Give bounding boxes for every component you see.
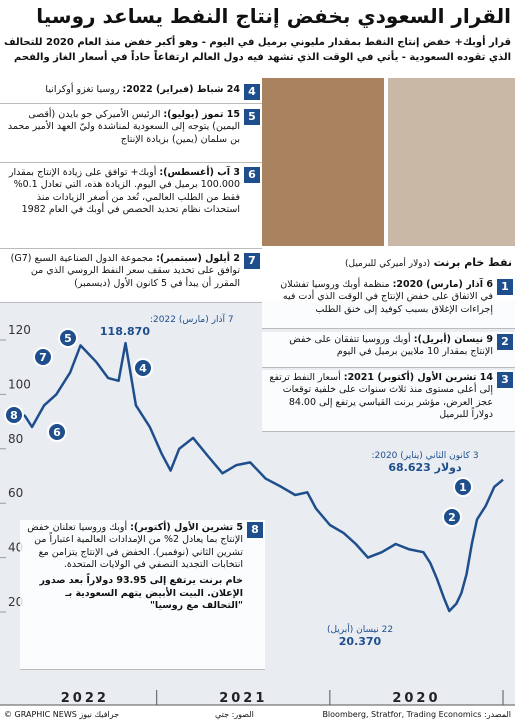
- chart-title: نفط خام برنت: [433, 256, 512, 269]
- event-text: مجموعة الدول الصناعية السبع (G7) توافق ع…: [10, 253, 240, 289]
- event-date: 9 نيسان (أبريل):: [413, 334, 493, 345]
- annotation-value: 68.623 دولار: [388, 461, 462, 474]
- credit: © GRAPHIC NEWS جرافيك نيوز: [4, 710, 120, 719]
- photo-credit: الصور: جتي: [215, 710, 254, 719]
- event: 6 3 آب (أغسطس): أوبك+ توافق على زيادة الإ…: [0, 165, 262, 249]
- event-marker-number: 7: [39, 351, 47, 364]
- event: 1 6 آذار (مارس) 2020: منظمة أوبك وروسيا ت…: [262, 277, 515, 329]
- event-text: منظمة أوبك وروسيا تفشلان في الاتفاق على …: [280, 279, 493, 315]
- event-date: 3 آب (أغسطس):: [159, 167, 240, 178]
- event-date: 2 أيلول (سبتمبر):: [156, 253, 240, 264]
- event-date: 5 تشرين الأول (أكتوبر):: [130, 522, 243, 533]
- x-tick-label: 2020: [392, 691, 440, 706]
- event-number: 5: [244, 109, 260, 125]
- x-tick-label: 2021: [219, 691, 267, 706]
- event-marker-number: 6: [53, 426, 61, 439]
- event-marker-number: 1: [459, 481, 467, 494]
- event-number: 2: [497, 334, 513, 350]
- annotation-value: 20.370: [339, 635, 382, 648]
- event: 7 2 أيلول (سبتمبر): مجموعة الدول الصناعية…: [0, 251, 262, 303]
- event-date: 15 تموز (يوليو):: [163, 109, 240, 120]
- y-tick-label: 40: [8, 541, 23, 555]
- event-text: الرئيس الأميركي جو بايدن (أقصى اليمين) ي…: [7, 109, 240, 145]
- event-marker: [47, 422, 67, 442]
- event-date: 6 آذار (مارس) 2020:: [392, 279, 493, 290]
- line: [17, 341, 504, 613]
- event-marker: [33, 347, 53, 367]
- event-text: روسيا تغزو أوكرانيا: [45, 84, 120, 95]
- photo: [388, 78, 515, 246]
- event-marker-number: 4: [139, 362, 147, 375]
- y-tick-label: 80: [8, 432, 23, 446]
- event-number: 8: [247, 522, 263, 538]
- event: 8 5 تشرين الأول (أكتوبر): أوبك وروسيا تعل…: [20, 520, 265, 670]
- y-tick-label: 120: [8, 323, 31, 337]
- x-tick-label: 2022: [61, 691, 109, 706]
- event: 2 9 نيسان (أبريل): أوبك وروسيا تتفقان على…: [262, 332, 515, 368]
- event-text: أوبك وروسيا تعلنان خفض الإنتاج بما يعادل…: [27, 522, 243, 571]
- event-marker: [58, 328, 78, 348]
- event-text: أوبك+ توافق على زيادة الإنتاج بمقدار 100…: [8, 167, 240, 216]
- annotation-value: 118.870: [100, 325, 150, 338]
- event-marker: [453, 477, 473, 497]
- chart-subtitle: (دولار أميركي للبرميل): [345, 259, 431, 269]
- event-marker-number: 8: [10, 409, 18, 422]
- title: القرار السعودي بخفض إنتاج النفط يساعد رو…: [36, 4, 511, 28]
- event-number: 1: [497, 279, 513, 295]
- event: 3 14 تشرين الأول (أكتوبر) 2021: أسعار الن…: [262, 370, 515, 432]
- event-note: خام برنت يرتفع إلى 93.95 دولاراً بعد صدو…: [39, 575, 243, 612]
- annotation: 22 نيسان (أبريل): [327, 623, 393, 635]
- y-tick-label: 60: [8, 486, 23, 500]
- event: 4 24 شباط (فبراير) 2022: روسيا تغزو أوكرا…: [0, 82, 262, 104]
- subtitle: قرار أوبك+ خفض إنتاج النفط بمقدار مليوني…: [3, 37, 511, 63]
- event-marker-number: 5: [64, 332, 72, 345]
- annotation: 3 كانون الثاني (يناير) 2020:: [371, 451, 478, 461]
- photo: [262, 78, 384, 246]
- chart-heading: نفط خام برنت (دولار أميركي للبرميل): [262, 256, 512, 269]
- event-marker: [4, 405, 24, 425]
- event-date: 14 تشرين الأول (أكتوبر) 2021:: [343, 372, 493, 383]
- event-number: 3: [497, 372, 513, 388]
- event-date: 24 شباط (فبراير) 2022:: [122, 84, 240, 95]
- source: المصدر: Bloomberg, Stratfor, Trading Eco…: [322, 710, 511, 719]
- event-number: 7: [244, 253, 260, 269]
- event-text: أوبك وروسيا تتفقان على خفض الإنتاج بمقدا…: [289, 334, 493, 358]
- event-marker: [133, 358, 153, 378]
- event-marker: [442, 507, 462, 527]
- event-number: 4: [244, 84, 260, 100]
- event: 5 15 تموز (يوليو): الرئيس الأميركي جو باي…: [0, 107, 262, 163]
- annotation: 7 آذار (مارس) 2022:: [150, 313, 234, 325]
- event-text: أسعار النفط ترتفع إلى أعلى مستوى منذ ثلا…: [269, 372, 493, 421]
- event-marker-number: 2: [448, 511, 456, 524]
- y-tick-label: 20: [8, 595, 23, 609]
- event-number: 6: [244, 167, 260, 183]
- y-tick-label: 100: [8, 377, 31, 391]
